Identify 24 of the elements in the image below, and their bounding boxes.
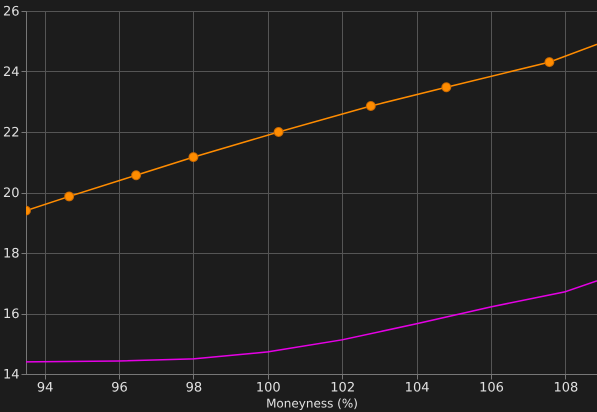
x-tick-label: 98 xyxy=(186,380,202,396)
point xyxy=(274,127,284,137)
point xyxy=(188,152,198,162)
point xyxy=(131,170,142,180)
point xyxy=(366,101,376,111)
point xyxy=(544,57,554,68)
x-tick-label: 100 xyxy=(256,380,281,396)
x-tick-label: 102 xyxy=(330,380,356,396)
x-tick-label: 104 xyxy=(404,380,430,396)
x-axis-title: Moneyness (%) xyxy=(266,396,358,410)
point xyxy=(441,82,452,92)
line-series xyxy=(26,280,597,363)
y-tick-label: 24 xyxy=(2,65,20,80)
x-tick-label: 94 xyxy=(36,380,54,396)
y-tick-label: 20 xyxy=(2,186,20,201)
y-tick-label: 14 xyxy=(2,368,20,382)
x-tick-label: 108 xyxy=(553,380,578,396)
y-tick-label: 22 xyxy=(2,126,20,140)
y-tick-label: 26 xyxy=(2,4,20,20)
y-tick-label: 18 xyxy=(2,246,20,262)
x-tick-label: 96 xyxy=(111,380,128,396)
x-tick-label: 106 xyxy=(479,380,504,396)
point xyxy=(64,191,74,202)
y-tick-label: 16 xyxy=(2,307,20,322)
